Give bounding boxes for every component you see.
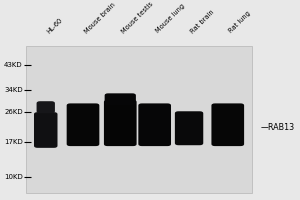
Text: 43KD: 43KD bbox=[4, 62, 23, 68]
FancyBboxPatch shape bbox=[104, 100, 136, 146]
FancyBboxPatch shape bbox=[175, 111, 203, 145]
Text: Rat brain: Rat brain bbox=[189, 9, 215, 34]
FancyBboxPatch shape bbox=[37, 101, 55, 113]
Text: Mouse testis: Mouse testis bbox=[120, 1, 154, 34]
FancyBboxPatch shape bbox=[138, 103, 171, 146]
Text: 17KD: 17KD bbox=[4, 139, 23, 145]
Text: HL-60: HL-60 bbox=[46, 17, 64, 34]
Text: Mouse brain: Mouse brain bbox=[83, 1, 116, 34]
Text: Mouse lung: Mouse lung bbox=[155, 3, 186, 34]
Text: Rat lung: Rat lung bbox=[228, 11, 252, 34]
FancyBboxPatch shape bbox=[34, 112, 58, 148]
FancyBboxPatch shape bbox=[67, 103, 99, 146]
Text: 34KD: 34KD bbox=[4, 87, 23, 93]
Text: 26KD: 26KD bbox=[4, 109, 23, 115]
FancyBboxPatch shape bbox=[105, 93, 136, 105]
FancyBboxPatch shape bbox=[212, 103, 244, 146]
Text: —RAB13: —RAB13 bbox=[261, 123, 295, 132]
Text: 10KD: 10KD bbox=[4, 174, 23, 180]
FancyBboxPatch shape bbox=[26, 46, 252, 193]
